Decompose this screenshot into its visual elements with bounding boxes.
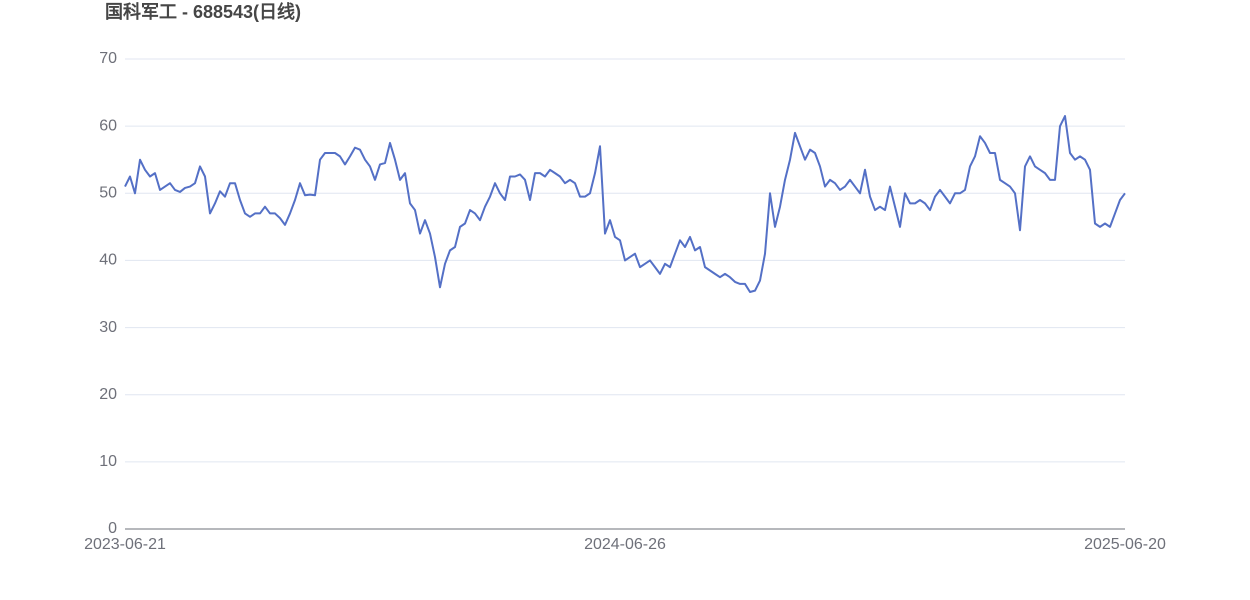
x-tick-label: 2024-06-26 — [584, 536, 666, 553]
y-tick-label: 0 — [108, 520, 117, 537]
chart-title: 国科军工 - 688543(日线) — [105, 1, 301, 22]
y-tick-label: 20 — [99, 386, 117, 403]
price-line — [124, 115, 1126, 293]
x-tick-label: 2025-06-20 — [1084, 536, 1166, 553]
y-tick-label: 60 — [99, 117, 117, 134]
y-tick-label: 40 — [99, 252, 117, 269]
x-tick-label: 2023-06-21 — [84, 536, 166, 553]
y-tick-label: 30 — [99, 319, 117, 336]
y-tick-label: 10 — [99, 453, 117, 470]
y-tick-label: 70 — [99, 50, 117, 67]
y-tick-label: 50 — [99, 185, 117, 202]
